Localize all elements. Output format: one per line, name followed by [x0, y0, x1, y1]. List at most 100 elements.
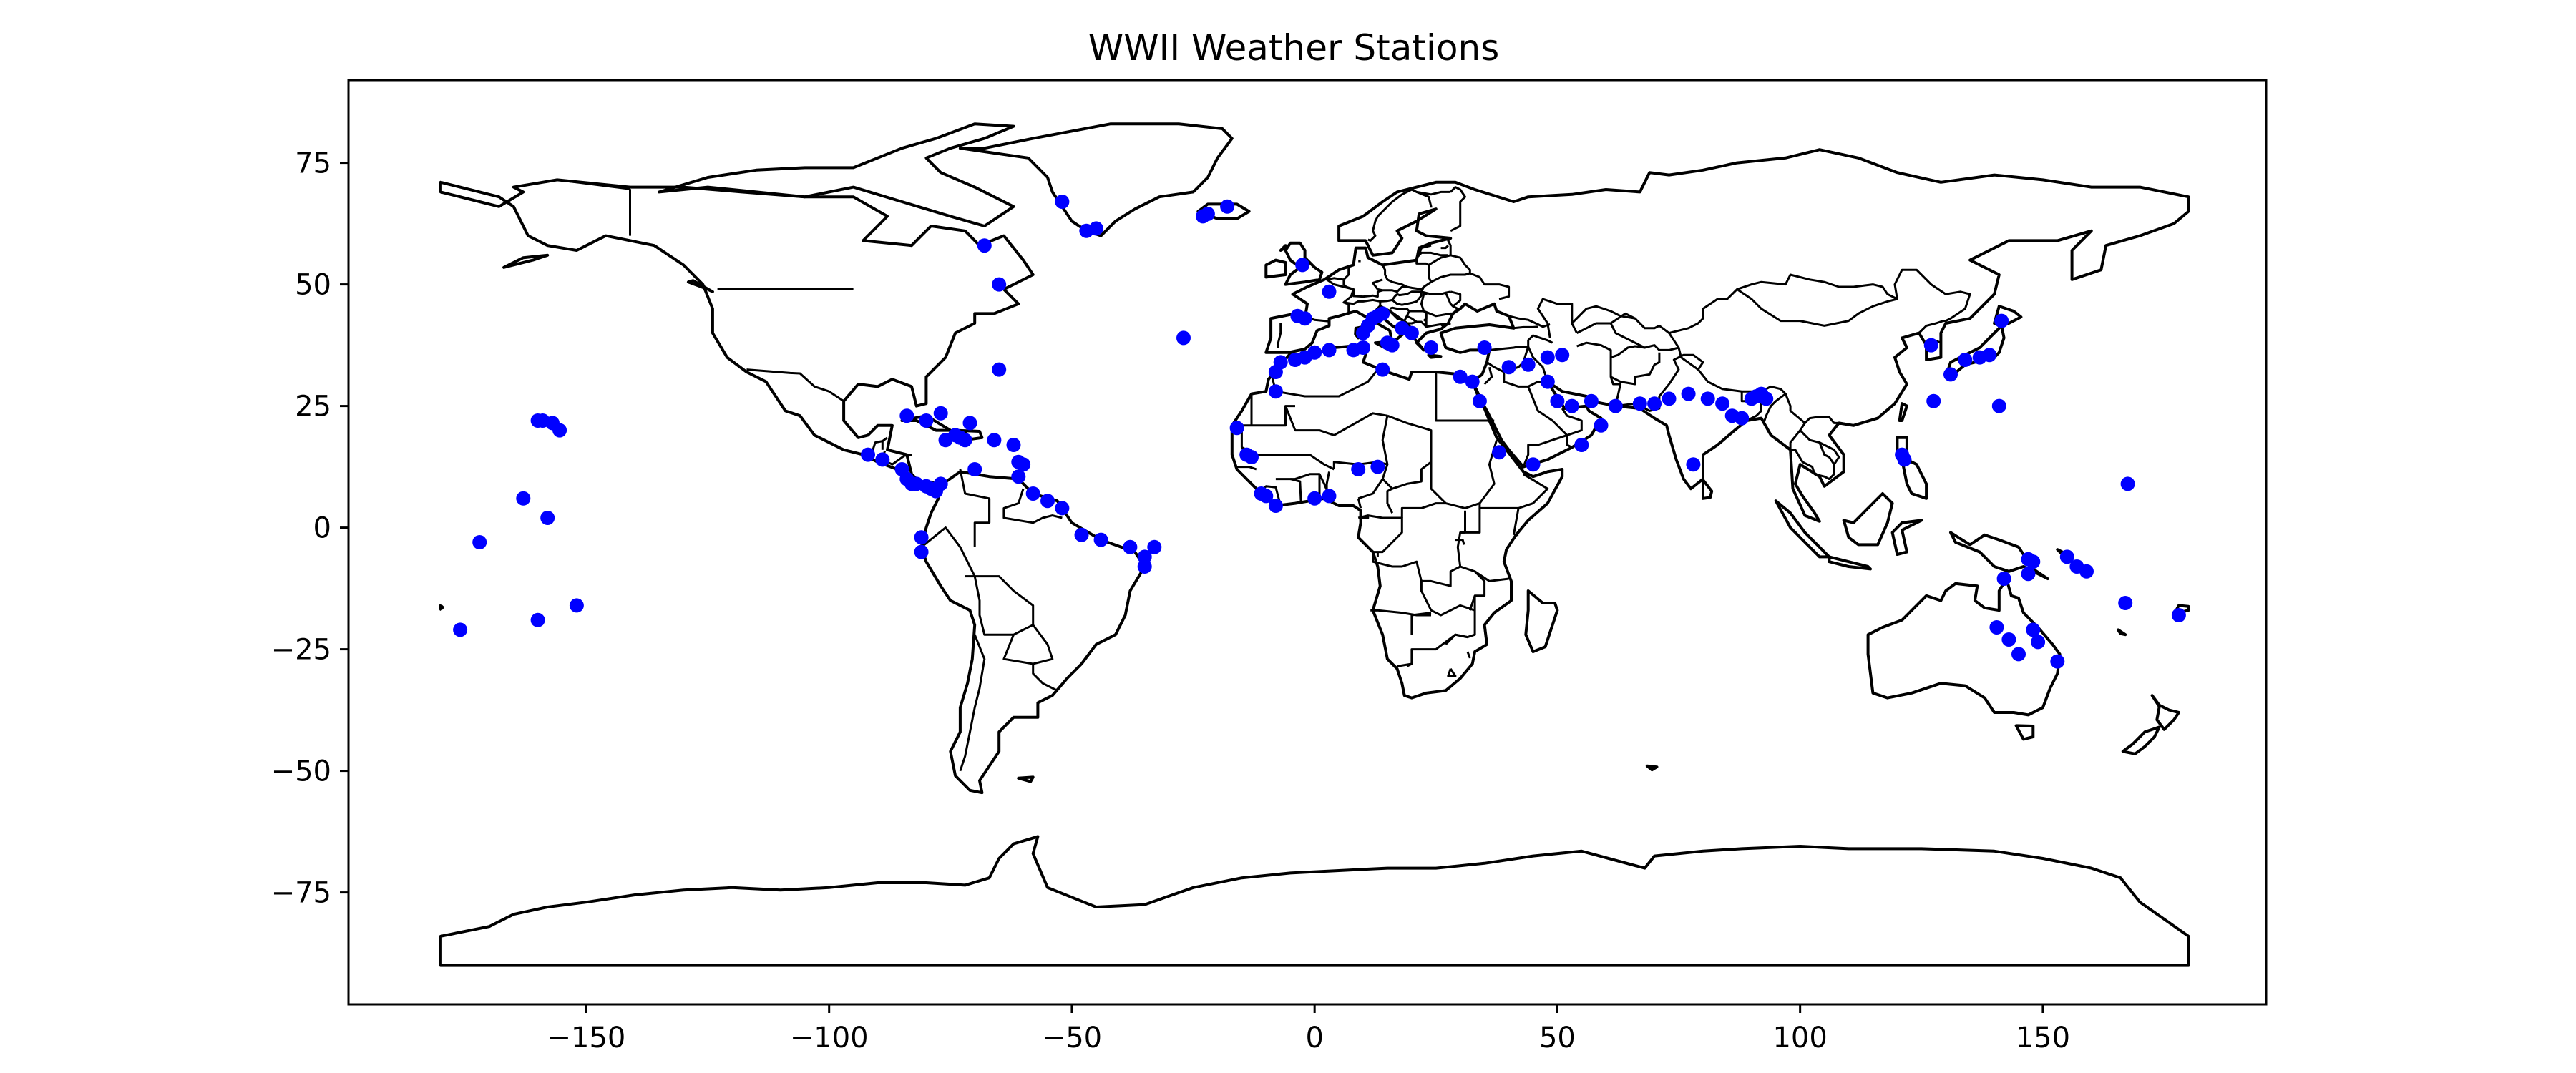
weather-station-point — [1322, 343, 1337, 358]
weather-station-point — [1662, 391, 1677, 406]
weather-station-point — [1926, 393, 1941, 408]
weather-station-point — [957, 433, 972, 448]
weather-station-point — [1453, 369, 1468, 384]
weather-station-point — [861, 447, 875, 462]
weather-station-point — [1244, 450, 1259, 464]
y-tick-label: −75 — [271, 877, 331, 910]
weather-station-point — [1735, 411, 1750, 426]
weather-station-point — [2011, 647, 2026, 662]
weather-station-point — [1385, 338, 1400, 353]
country-border — [1372, 552, 1423, 582]
weather-station-point — [1220, 199, 1235, 214]
weather-station-point — [1982, 348, 1997, 363]
country-border-layer — [557, 178, 1971, 772]
weather-station-point — [1351, 462, 1366, 476]
weather-station-point — [1375, 306, 1390, 321]
coastline-outline — [686, 279, 714, 293]
country-border — [1423, 313, 1428, 322]
weather-station-point — [933, 406, 948, 421]
station-points-layer — [453, 195, 2186, 669]
weather-station-point — [1923, 338, 1938, 353]
weather-station-point — [1025, 486, 1040, 501]
weather-station-point — [1555, 348, 1570, 363]
country-border — [1416, 191, 1433, 208]
country-border — [1450, 254, 1471, 273]
country-border — [1522, 433, 1568, 468]
country-border — [1277, 323, 1282, 348]
country-border — [1430, 272, 1511, 300]
country-border — [1357, 415, 1389, 500]
country-border — [1483, 366, 1493, 386]
x-tick-label: 0 — [1305, 1021, 1323, 1054]
weather-station-point — [2171, 608, 2186, 622]
weather-station-point — [2118, 596, 2133, 610]
country-border — [746, 368, 844, 403]
x-tick-label: −100 — [790, 1021, 869, 1054]
weather-station-point — [2059, 549, 2074, 564]
country-border — [1382, 414, 1433, 490]
weather-station-point — [1991, 398, 2006, 413]
weather-station-point — [1268, 499, 1283, 513]
coastline-outline — [1264, 258, 1287, 279]
country-border — [1527, 334, 1553, 347]
country-border — [1002, 634, 1033, 665]
country-border — [1571, 268, 1971, 335]
y-tick-label: 25 — [295, 391, 331, 423]
weather-station-point — [1594, 418, 1609, 433]
weather-station-point — [919, 413, 934, 428]
country-border — [1440, 245, 1449, 250]
country-border — [1668, 332, 1699, 371]
weather-station-point — [899, 408, 914, 423]
country-border — [1452, 305, 1459, 315]
country-border — [920, 526, 1035, 636]
weather-station-point — [1006, 438, 1021, 452]
country-border — [1406, 662, 1413, 667]
weather-station-point — [987, 433, 1002, 448]
country-border — [1421, 290, 1446, 295]
weather-station-point — [540, 511, 555, 525]
country-border — [1508, 315, 1551, 328]
weather-station-point — [1540, 374, 1555, 389]
y-tick-label: −50 — [271, 755, 331, 788]
coastline-outline — [1645, 764, 1659, 772]
x-tick-label: 50 — [1539, 1021, 1576, 1054]
country-border — [1819, 441, 1840, 466]
weather-station-point — [1011, 469, 1026, 484]
weather-station-point — [1759, 391, 1774, 406]
weather-station-point — [1647, 396, 1662, 411]
country-border — [1406, 315, 1418, 323]
weather-station-point — [1958, 353, 1973, 367]
weather-station-point — [1550, 393, 1565, 408]
coastline-outline — [1828, 555, 1872, 571]
weather-station-point — [1521, 357, 1536, 372]
coastline-outline — [439, 835, 2190, 967]
country-border — [1456, 508, 1509, 582]
x-tick-label: 150 — [2016, 1021, 2070, 1054]
coastline-outline — [502, 253, 550, 269]
coastline-layer — [439, 122, 2190, 967]
weather-station-point — [1526, 457, 1541, 472]
country-border — [1447, 237, 1452, 255]
weather-station-point — [472, 535, 487, 549]
country-border — [1343, 293, 1398, 305]
weather-station-point — [1074, 527, 1089, 542]
coastline-outline — [958, 122, 1234, 237]
coastline-outline — [1427, 353, 1443, 359]
weather-station-point — [2026, 622, 2041, 637]
country-border — [1400, 502, 1446, 518]
country-border — [1610, 312, 1636, 325]
country-border — [1425, 322, 1451, 328]
coastline-outline — [1196, 202, 1251, 220]
country-border — [1610, 352, 1661, 386]
coastline-outline — [2117, 628, 2127, 637]
weather-station-point — [1295, 258, 1310, 273]
weather-station-point — [1137, 559, 1152, 574]
country-border — [1736, 288, 1898, 327]
weather-station-point — [2050, 654, 2065, 669]
coastline-outline — [2150, 694, 2180, 731]
country-border — [1386, 487, 1394, 514]
country-border — [1415, 251, 1448, 259]
coastline-outline — [1524, 589, 1559, 653]
country-border — [1527, 386, 1583, 436]
